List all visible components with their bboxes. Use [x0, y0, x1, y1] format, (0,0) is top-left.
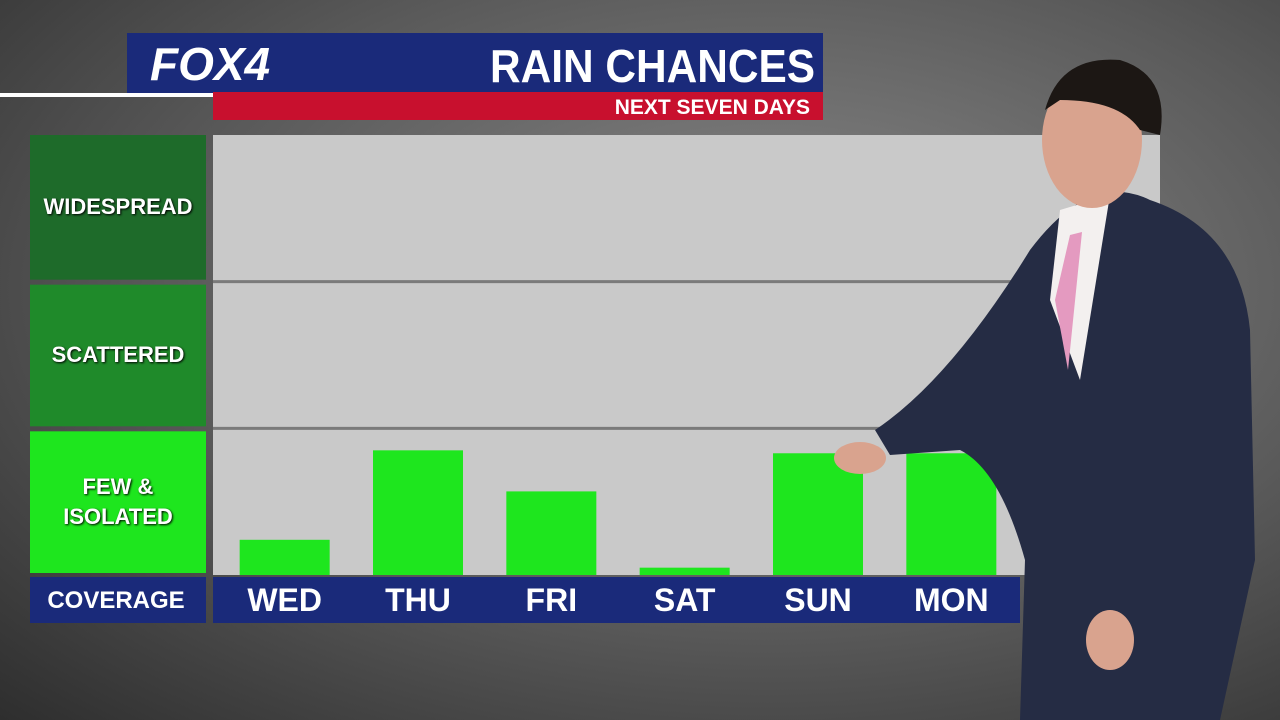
bar — [639, 567, 730, 575]
x-axis-bar — [213, 577, 1020, 623]
y-band-box — [30, 431, 206, 573]
header-rule — [0, 93, 213, 97]
y-tick-label: SCATTERED — [51, 342, 185, 368]
y-tick-label: WIDESPREAD — [43, 194, 193, 220]
y-tick-label: FEW & ISOLATED — [63, 474, 173, 530]
y-band-box — [30, 135, 206, 280]
bar — [906, 453, 997, 575]
presenter-tie — [1055, 232, 1082, 370]
brand-logo: FOX4 — [150, 38, 270, 90]
bar — [373, 450, 463, 575]
bar — [239, 539, 330, 575]
subtitle-bar — [213, 92, 823, 120]
x-tick-label: THU — [385, 582, 451, 618]
x-tick-label: MON — [914, 582, 989, 618]
presenter-hair — [1045, 59, 1162, 136]
y-label-box — [30, 577, 206, 623]
plot — [30, 135, 1160, 575]
presenter — [834, 59, 1255, 720]
bar — [773, 453, 863, 575]
x-tick-label: FRI — [526, 582, 578, 618]
presenter-hand — [834, 442, 886, 474]
y-axis-label: COVERAGE — [47, 587, 184, 614]
presenter-hand — [1086, 610, 1134, 670]
x-tick-label: SUN — [784, 582, 852, 618]
header-bar — [127, 33, 823, 93]
x-tick-label: SAT — [654, 582, 716, 618]
x-tick-label: WED — [247, 582, 322, 618]
presenter-suit — [875, 191, 1255, 720]
chart-title: RAIN CHANCES — [490, 40, 815, 92]
bar — [506, 491, 597, 575]
y-band-box — [30, 284, 206, 427]
chart-subtitle: NEXT SEVEN DAYS — [615, 96, 810, 119]
